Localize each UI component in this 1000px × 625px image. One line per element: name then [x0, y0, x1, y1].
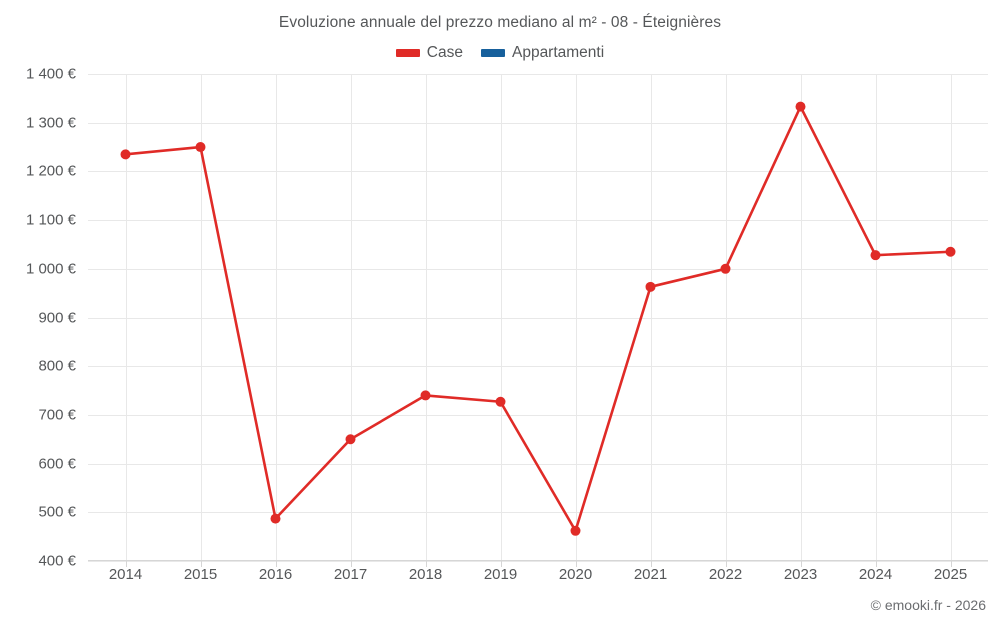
x-tick-mark	[125, 561, 127, 567]
x-axis-tick-label: 2017	[333, 566, 368, 583]
gridline-horizontal	[88, 268, 988, 270]
gridline-horizontal	[88, 317, 988, 319]
x-tick-mark	[650, 561, 652, 567]
x-axis-line	[88, 560, 988, 561]
gridline-horizontal	[88, 414, 988, 416]
gridline-horizontal	[88, 171, 988, 173]
data-point-marker[interactable]	[420, 390, 431, 401]
y-axis-tick-label: 1 200 €	[25, 162, 76, 180]
series-layer	[120, 101, 956, 536]
data-point-marker[interactable]	[795, 101, 806, 112]
gridline-horizontal	[88, 561, 988, 562]
y-axis-tick-label: 1 100 €	[25, 211, 76, 229]
y-axis-tick-label: 500 €	[38, 503, 76, 521]
data-point-marker[interactable]	[945, 246, 956, 257]
y-axis-tick-label: 900 €	[38, 309, 76, 326]
legend-item-appartamenti[interactable]: Appartamenti	[480, 44, 605, 62]
copyright-footer: © emooki.fr - 2026	[870, 597, 986, 613]
x-axis-tick-label: 2023	[783, 566, 818, 583]
x-tick-mark	[275, 561, 277, 567]
data-point-marker[interactable]	[495, 396, 506, 407]
x-axis-tick-label: 2015	[183, 566, 218, 583]
x-tick-mark	[350, 561, 352, 567]
page-title: Evoluzione annuale del prezzo mediano al…	[278, 14, 722, 31]
y-axis-tick-label: 1 000 €	[25, 260, 76, 278]
gridline-horizontal	[88, 512, 988, 514]
x-axis-tick-label: 2022	[708, 566, 743, 583]
gridline-horizontal	[88, 74, 988, 75]
x-axis-tick-label: 2016	[258, 566, 293, 583]
gridline-horizontal	[88, 122, 988, 124]
x-tick-mark	[200, 561, 202, 567]
x-tick-mark	[875, 561, 877, 567]
data-point-marker[interactable]	[195, 142, 206, 153]
x-tick-mark	[425, 561, 427, 567]
x-tick-mark	[725, 561, 727, 567]
series-line-case	[124, 105, 952, 533]
data-point-marker[interactable]	[345, 434, 356, 445]
x-axis: 2014 2015 2016 2017 2018 2019 2020 2021 2022 2023…	[88, 566, 988, 590]
y-axis-tick-label: 400 €	[38, 552, 76, 570]
y-axis-tick-label: 600 €	[38, 455, 76, 473]
x-axis-tick-label: 2014	[108, 566, 143, 583]
legend-label: Appartamenti	[511, 44, 605, 61]
x-axis-tick-label: 2025	[933, 566, 968, 583]
gridline-horizontal	[88, 366, 988, 368]
plot-area	[88, 74, 988, 567]
data-point-marker[interactable]	[645, 281, 656, 292]
y-axis-tick-label: 1 400 €	[25, 65, 76, 83]
data-point-marker[interactable]	[270, 513, 281, 524]
legend-swatch-icon	[480, 49, 505, 57]
y-axis-tick-label: 1 300 €	[25, 114, 76, 132]
x-tick-mark	[575, 561, 577, 567]
gridline-horizontal	[88, 220, 988, 222]
data-point-marker[interactable]	[870, 250, 881, 261]
legend-swatch-icon	[395, 49, 420, 57]
y-axis-tick-label: 700 €	[38, 406, 76, 424]
x-tick-mark	[800, 561, 802, 567]
data-point-marker[interactable]	[720, 263, 731, 274]
legend-item-case[interactable]: Case	[395, 44, 463, 62]
y-axis-tick-label: 800 €	[38, 357, 76, 375]
x-axis-tick-label: 2020	[558, 566, 593, 583]
x-tick-mark	[500, 561, 502, 567]
legend-label: Case	[426, 44, 463, 61]
x-axis-tick-label: 2024	[858, 566, 893, 583]
x-tick-mark	[950, 561, 952, 567]
x-axis-tick-label: 2019	[483, 566, 518, 583]
y-axis: 1 400 € 1 300 € 1 200 € 1 100 € 1 000 € 900 €…	[0, 66, 1000, 570]
data-point-marker[interactable]	[120, 149, 131, 160]
x-axis-tick-label: 2018	[408, 566, 443, 583]
x-axis-tick-label: 2021	[633, 566, 668, 583]
data-point-marker[interactable]	[570, 525, 581, 536]
chart-legend: Case Appartamenti	[0, 44, 1000, 62]
